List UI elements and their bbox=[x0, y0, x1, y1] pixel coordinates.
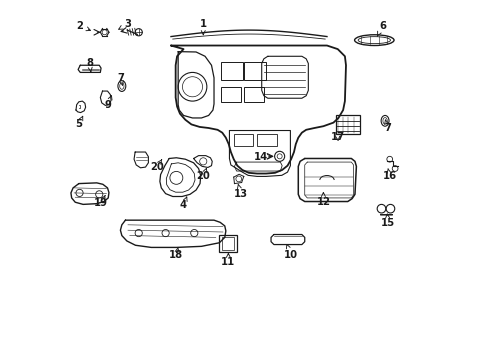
Text: 13: 13 bbox=[233, 184, 247, 199]
Text: 16: 16 bbox=[382, 168, 396, 181]
Bar bbox=[244, 87, 264, 102]
Text: 2: 2 bbox=[76, 21, 90, 31]
Text: 18: 18 bbox=[169, 247, 183, 260]
Text: 19: 19 bbox=[94, 195, 108, 208]
Text: 14: 14 bbox=[253, 152, 271, 162]
Text: 9: 9 bbox=[104, 96, 112, 110]
Text: 17: 17 bbox=[330, 132, 344, 142]
Text: 11: 11 bbox=[221, 253, 235, 267]
Text: 12: 12 bbox=[316, 193, 330, 207]
Text: 5: 5 bbox=[75, 116, 82, 129]
Text: 15: 15 bbox=[380, 214, 394, 228]
Bar bbox=[221, 237, 234, 250]
Text: 7: 7 bbox=[117, 73, 124, 86]
Bar bbox=[219, 235, 236, 252]
Bar bbox=[221, 62, 242, 80]
Bar bbox=[335, 116, 360, 134]
Text: 4: 4 bbox=[180, 197, 187, 210]
Text: 8: 8 bbox=[86, 58, 93, 72]
Text: 10: 10 bbox=[284, 244, 298, 260]
Text: 20: 20 bbox=[149, 159, 163, 172]
Text: 6: 6 bbox=[377, 21, 385, 36]
Bar bbox=[221, 87, 241, 102]
Bar bbox=[257, 134, 276, 146]
Bar bbox=[233, 134, 253, 146]
Text: 1: 1 bbox=[199, 19, 206, 35]
Text: 3: 3 bbox=[119, 19, 131, 29]
Text: 20: 20 bbox=[196, 168, 210, 181]
Bar bbox=[244, 62, 265, 80]
Text: 7: 7 bbox=[384, 120, 390, 133]
